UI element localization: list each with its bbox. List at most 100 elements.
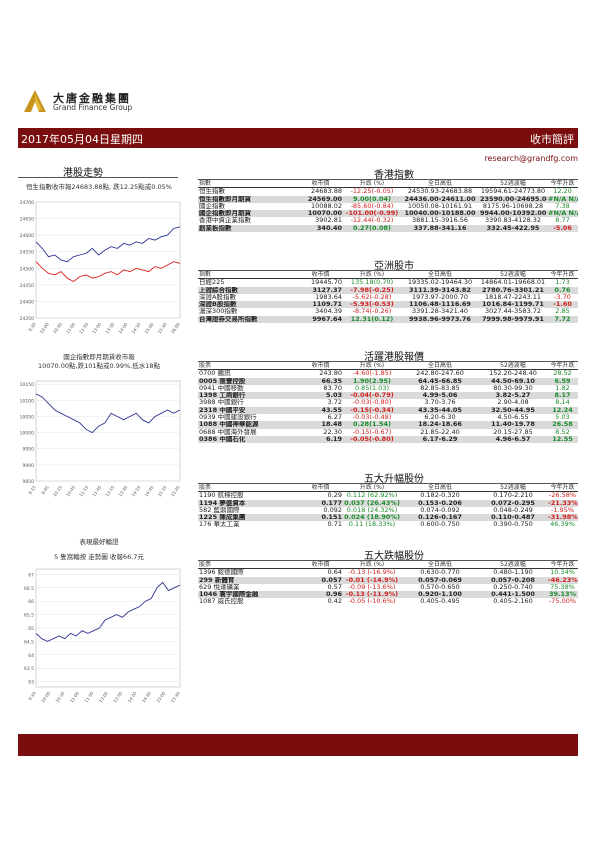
cell-name: 582 藍鼎國際: [199, 506, 240, 514]
column-header: 52週波幅: [479, 180, 547, 189]
cell-range: 4.99-5.06: [401, 392, 479, 400]
cell-wk52: 1016.84-1199.71: [479, 301, 547, 309]
cell-wk52: 0.170-2.210: [493, 491, 533, 500]
active-stocks-table: 股票 收市價 升跌 (%) 全日高低 52週波幅 今年升跌 0700 騰訊 243.80 -4.…: [198, 362, 578, 444]
column-header: 全日高低: [401, 561, 479, 570]
y-tick-label: 9850: [23, 479, 35, 485]
cell-ytd: 0.76: [547, 286, 578, 294]
divider: [198, 560, 578, 561]
cell-ytd: -1.60: [547, 301, 578, 309]
cell-wk52: 2.90-4.08: [497, 399, 529, 407]
cell-close: 6.19: [298, 435, 343, 444]
cell-ytd: 46.39%: [550, 521, 575, 529]
cell-range: 3881.15-3916.56: [411, 217, 469, 225]
cell-chg: -85.60(-0.84): [350, 202, 394, 210]
cell-range: 0.630-0.770: [420, 568, 460, 577]
x-tick-label: 13:15: [104, 484, 115, 497]
cell-chg: -4.60(-1.85): [352, 369, 392, 378]
cell-wk52: 7999.98-9979.91: [479, 315, 547, 324]
cell-range: 1106.48-1116.69: [401, 301, 479, 309]
cell-chg: 1.90(2.95): [343, 377, 401, 385]
y-tick-label: 24600: [20, 233, 34, 239]
cell-close: 3902.81: [315, 217, 342, 225]
column-header: 收市價: [298, 271, 343, 280]
cell-chg: -12.44(-0.32): [350, 217, 394, 225]
cell-wk52: 0.480-1.190: [493, 568, 533, 577]
column-header: 指數: [198, 180, 298, 189]
hsi-intraday-chart: 24700 24650 24600 24550 24500 24450 24400 24350…: [20, 200, 181, 334]
table-row: 582 藍鼎國際 0.092 0.018 (24.32%) 0.074-0.092 0.…: [198, 507, 578, 514]
cell-ytd: 28.52: [553, 369, 572, 378]
cell-ytd: -1.95%: [551, 506, 574, 514]
cell-range: 242.80-247.60: [416, 369, 464, 378]
divider: [198, 179, 578, 180]
cell-range: 3111.39-3143.82: [401, 286, 479, 294]
table-row: 滬深300指數 3404.39 -8.74(-0.26) 3391.28-3421.4…: [198, 308, 578, 315]
contact-email[interactable]: research@grandfg.com: [484, 154, 578, 163]
divider: [198, 483, 578, 484]
x-tick-label: 13:00: [91, 321, 102, 334]
cell-name: 日經225: [199, 278, 225, 287]
cell-range: 6.20-6.30: [424, 414, 456, 422]
cell-ytd: -26.58%: [548, 491, 577, 500]
column-header: 全日高低: [401, 362, 479, 371]
cell-close: 0.151: [298, 514, 343, 522]
cell-name: 0386 中國石化: [198, 435, 298, 444]
y-tick-label: 24350: [20, 316, 34, 322]
column-header: 升跌 (%): [343, 271, 401, 280]
x-tick-label: 15:30: [170, 690, 181, 703]
table-row: 0700 騰訊 243.80 -4.60(-1.85) 242.80-247.60 15…: [198, 370, 578, 378]
cell-range: 10050.08-10161.91: [407, 202, 473, 210]
cell-range: 0.405-0.495: [420, 598, 460, 606]
column-header: 今年升跌: [547, 362, 578, 371]
table-row: 3988 中國銀行 3.72 -0.03(-0.80) 3.70-3.76 2.90-4…: [198, 399, 578, 406]
table-row: 299 新體育 0.057 -0.01 (-14.9%) 0.057-0.069 0.0…: [198, 576, 578, 584]
cell-ytd: 8.52: [555, 428, 570, 436]
x-tick-label: 10:00: [39, 321, 50, 334]
cell-range: 0.057-0.069: [401, 576, 479, 584]
cell-close: 18.48: [298, 421, 343, 429]
column-header: 全日高低: [401, 180, 479, 189]
table-row: 恒生指數 24683.88 -12.25(-0.05) 24530.93-24683.…: [198, 188, 578, 196]
warrant-chart: 67 66.5 66 65.5 65 64.5 64 63.5 63 9:30 10:00 10:30…: [24, 568, 181, 703]
cell-range: 3.70-3.76: [424, 399, 456, 407]
cell-range: 10040.00-10188.00: [401, 210, 479, 218]
hsi-caption: 恒生指數收市報24683.88點, 跌12.25點或0.05%: [26, 183, 172, 191]
x-tick-label: 14:30: [131, 321, 142, 334]
cell-wk52: 4.96-6.57: [479, 435, 547, 444]
x-tick-label: 14:45: [144, 484, 155, 497]
cell-name: 深證A股指數: [199, 293, 236, 301]
y-tick-label: 67: [28, 572, 34, 578]
x-tick-label: 13:45: [117, 484, 128, 497]
cell-chg: 0.018 (24.32%): [346, 506, 398, 514]
x-tick-label: 11:30: [83, 690, 94, 703]
losers-table: 股票 收市價 升跌 (%) 全日高低 52週波幅 今年升跌 1396 毅德國際 0.64 -0.…: [198, 561, 578, 606]
x-tick-label: 15:00: [155, 690, 166, 703]
hscei-caption-1: 國企指數即月期貨收市報: [63, 353, 135, 361]
cell-range: 337.88-341.16: [401, 224, 479, 233]
hk-trend-title: 港股走勢: [63, 168, 103, 179]
cell-wk52: 8175.96-10698.28: [482, 202, 544, 210]
cell-range: 0.600-0.750: [420, 521, 460, 529]
cell-name: 3988 中國銀行: [199, 399, 244, 407]
cell-range: 0.074-0.092: [420, 506, 460, 514]
cell-chg: -7.98(-0.25): [343, 286, 401, 294]
column-header: 指數: [198, 271, 298, 280]
cell-wk52: 0.072-0.295: [479, 499, 547, 507]
cell-name: 1088 中國神華能源: [198, 421, 298, 429]
cell-close: 66.35: [298, 377, 343, 385]
cell-close: 0.177: [298, 499, 343, 507]
column-header: 股票: [198, 362, 298, 371]
cell-ytd: 26.58: [547, 421, 578, 429]
column-header: 52週波幅: [479, 484, 547, 493]
x-tick-label: 9:45: [40, 484, 50, 495]
cell-name: 0939 中國建設銀行: [199, 414, 257, 422]
cell-name: 國企指數: [199, 202, 225, 210]
cell-name: 深證B股指數: [198, 301, 298, 309]
series-line: [35, 226, 181, 263]
cell-wk52: 11.40-19.78: [479, 421, 547, 429]
cell-ytd: 8.14: [555, 399, 570, 407]
cell-close: 24569.00: [298, 195, 343, 203]
column-header: 股票: [198, 484, 298, 493]
cell-ytd: 8.17: [547, 392, 578, 400]
